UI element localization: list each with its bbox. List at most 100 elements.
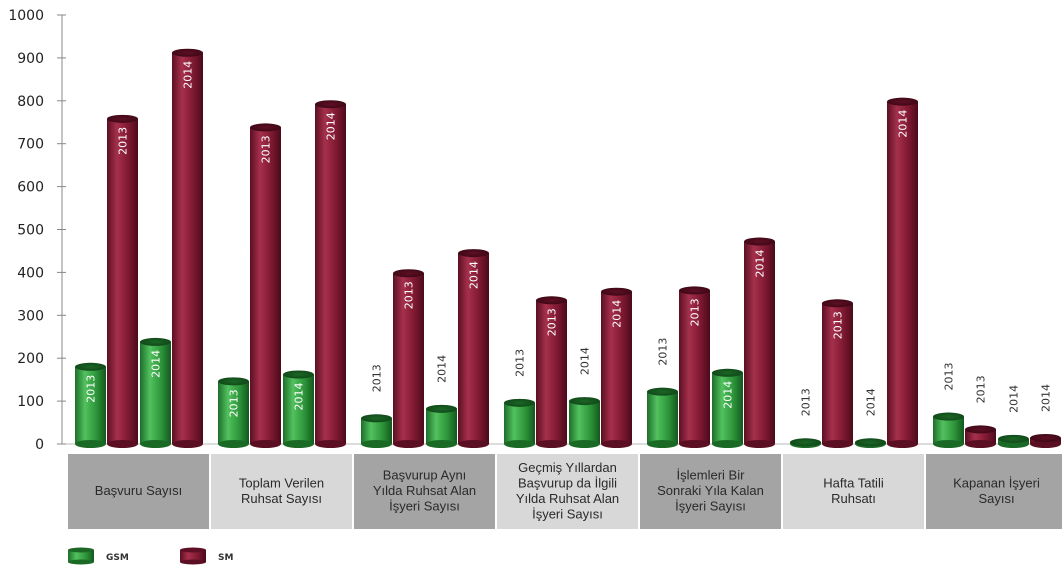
category-box <box>926 454 1062 529</box>
bar-body <box>822 303 853 444</box>
category-box <box>640 454 781 529</box>
bar-top <box>998 434 1029 443</box>
sm-bar-2014: 2014 <box>458 249 489 448</box>
bar-top <box>1030 433 1061 442</box>
gsm-bar-2014: 2014 <box>569 347 600 448</box>
category-label-line: Geçmiş Yıllardan <box>518 460 617 475</box>
bar-body <box>218 381 249 444</box>
bar-year-label: 2013 <box>943 363 956 391</box>
bar-top <box>679 286 710 295</box>
category-labels: Başvuru Sayısı Toplam Verilen Ruhsat Sayıs… <box>68 454 1062 529</box>
bar-year-label: 2013 <box>657 338 670 366</box>
bar-top <box>855 438 886 447</box>
bar-year-label: 2013 <box>832 311 845 339</box>
category-label-line: Ruhsatı <box>831 491 876 506</box>
bar-bottom <box>283 440 314 448</box>
bar-year-label: 2013 <box>800 388 813 416</box>
bar-top <box>744 237 775 246</box>
gsm-bar-2014: 2014 <box>712 368 743 448</box>
bar-bottom <box>250 440 281 448</box>
y-tick-label: 200 <box>17 351 44 367</box>
bar-body <box>887 101 918 445</box>
bar-year-label: 2013 <box>117 127 130 155</box>
bar-body <box>361 418 392 444</box>
bar-top <box>140 337 171 346</box>
bar-body <box>712 372 743 444</box>
bar-body <box>75 366 106 444</box>
bar-bottom <box>393 440 424 448</box>
y-tick-label: 600 <box>17 180 44 196</box>
legend-item-gsm: GSM <box>68 547 129 565</box>
bar-bottom <box>504 440 535 448</box>
sm-bar-2014: 2014 <box>1030 384 1061 448</box>
y-tick-label: 900 <box>17 51 44 67</box>
bar-bottom <box>361 440 392 448</box>
legend-swatch <box>68 550 94 562</box>
bar-bottom <box>458 440 489 448</box>
gsm-bar-2014: 2014 <box>998 385 1029 448</box>
category-box <box>497 454 638 529</box>
bar-top <box>426 404 457 413</box>
bar-year-label: 2014 <box>468 261 481 289</box>
bar-body <box>744 241 775 444</box>
bar-bottom <box>679 440 710 448</box>
category-label: Geçmiş Yıllardan Başvurup da İlgili Yılda … <box>516 460 619 522</box>
bar-year-label: 2014 <box>865 388 878 416</box>
bar-body <box>647 391 678 444</box>
bar-bottom <box>75 440 106 448</box>
sm-bar-2013: 2013 <box>679 286 710 448</box>
category-label-line: Yılda Ruhsat Alan <box>373 483 476 498</box>
category-label: Başvuru Sayısı <box>95 483 182 498</box>
bar-top <box>361 414 392 423</box>
category-label: İşlemleri Bir Sonraki Yıla Kalan İşyeri Sa… <box>657 468 764 514</box>
category-label-line: Başvurup da İlgili <box>518 475 617 490</box>
legend-label: SM <box>218 553 233 563</box>
bar-top <box>822 299 853 308</box>
gsm-bar-2014: 2014 <box>140 337 171 448</box>
bar-year-label: 2014 <box>722 381 735 409</box>
bar-body <box>393 273 424 444</box>
bar-body <box>172 52 203 444</box>
bar-top <box>601 287 632 296</box>
sm-bar-2014: 2014 <box>172 48 203 448</box>
y-tick-label: 1000 <box>8 8 44 24</box>
bar-top <box>504 398 535 407</box>
sm-bar-2013: 2013 <box>965 375 996 448</box>
bar-bottom <box>172 440 203 448</box>
gsm-bar-2013: 2013 <box>933 363 964 448</box>
bar-year-label: 2013 <box>85 375 98 403</box>
y-tick-label: 500 <box>17 223 44 239</box>
category-box <box>354 454 495 529</box>
bar-body <box>536 300 567 444</box>
sm-bar-2013: 2013 <box>822 299 853 448</box>
bar-year-label: 2014 <box>897 110 910 138</box>
category-label-line: Başvurup Aynı <box>383 468 467 483</box>
legend: GSM SM <box>68 547 233 565</box>
bar-year-label: 2014 <box>182 61 195 89</box>
bar-top <box>107 114 138 123</box>
bar-bottom <box>218 440 249 448</box>
bar-top <box>933 412 964 421</box>
bar-bottom <box>315 440 346 448</box>
bar-top <box>218 377 249 386</box>
bar-top <box>887 97 918 106</box>
bar-bottom <box>536 440 567 448</box>
bar-year-label: 2013 <box>371 364 384 392</box>
gsm-bar-2013: 2013 <box>504 349 535 448</box>
gsm-bar-2014: 2014 <box>426 355 457 448</box>
bar-top <box>393 269 424 278</box>
legend-swatch-bottom <box>180 559 206 565</box>
category-label-line: Yılda Ruhsat Alan <box>516 491 619 506</box>
bar-year-label: 2014 <box>1008 385 1021 413</box>
bar-year-label: 2013 <box>546 308 559 336</box>
bar-year-label: 2013 <box>403 281 416 309</box>
gsm-bar-2013: 2013 <box>75 362 106 448</box>
category-label: Başvurup Aynı Yılda Ruhsat Alan İşyeri Say… <box>373 468 476 514</box>
bar-bottom <box>107 440 138 448</box>
gsm-bar-2013: 2013 <box>218 377 249 448</box>
bar-bottom <box>744 440 775 448</box>
bar-year-label: 2014 <box>436 355 449 383</box>
sm-bar-2013: 2013 <box>536 296 567 448</box>
sm-bar-2014: 2014 <box>601 287 632 448</box>
bar-body <box>458 253 489 444</box>
